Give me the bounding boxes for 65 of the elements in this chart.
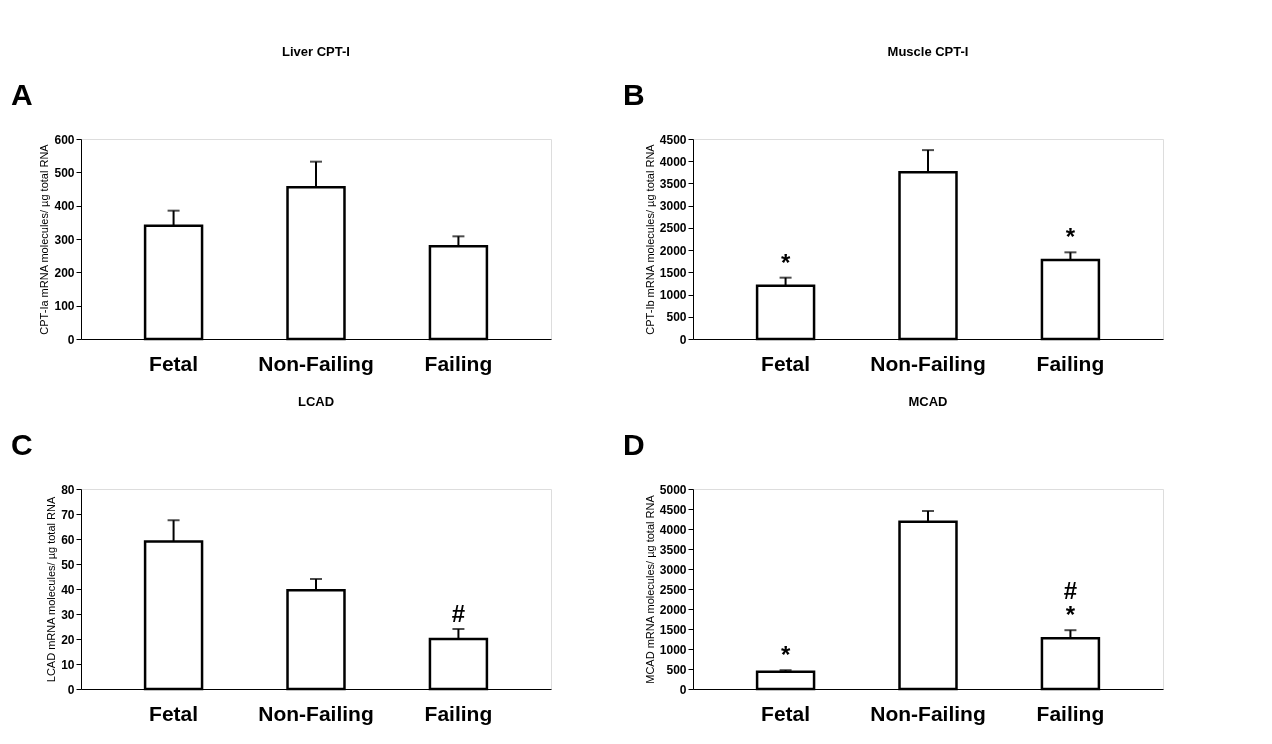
y-tick-label: 60 (61, 532, 75, 547)
y-tick-label: 1500 (659, 265, 687, 280)
text: A (11, 78, 33, 111)
text: D (623, 428, 645, 461)
y-tick-label: 3000 (659, 199, 687, 214)
annotation: * (1065, 223, 1076, 251)
x-tick-label: Fetal (761, 701, 811, 725)
y-tick-label: 3500 (659, 176, 687, 191)
y-tick-label: 0 (679, 682, 687, 697)
y-tick-label: 20 (61, 632, 75, 647)
y-tick-label: 0 (679, 332, 687, 347)
x-tick-label: Failing (1036, 701, 1105, 725)
y-tick-label: 40 (61, 582, 75, 597)
x-tick-label: Non-Failing (258, 701, 374, 725)
chart-title: MCAD (908, 394, 948, 409)
y-tick-label: 100 (54, 299, 75, 314)
y-tick-label: 4000 (659, 522, 687, 537)
y-tick-label: 3000 (659, 562, 687, 577)
y-tick-label: 1500 (659, 622, 687, 637)
y-tick-label: 2500 (659, 221, 687, 236)
y-tick-label: 3500 (659, 542, 687, 557)
y-tick-label: 10 (61, 657, 75, 672)
x-tick-label: Non-Failing (258, 351, 374, 375)
chart-title: Muscle CPT-I (887, 44, 969, 59)
x-tick-label: Non-Failing (870, 701, 986, 725)
x-tick-label: Failing (424, 351, 493, 375)
y-tick-label: 50 (61, 557, 75, 572)
y-tick-label: 2500 (659, 582, 687, 597)
y-tick-label: 4500 (659, 132, 687, 147)
y-tick-label: 5000 (659, 482, 687, 497)
x-tick-label: Fetal (149, 351, 199, 375)
y-tick-label: 1000 (659, 642, 687, 657)
chart-title: LCAD (297, 394, 335, 409)
y-axis-title: CPT-Ib mRNA molecules/ µg total RNA (643, 143, 656, 335)
x-tick-label: Failing (424, 701, 493, 725)
y-tick-label: 1000 (659, 288, 687, 303)
y-axis-title: LCAD mRNA molecules/ µg total RNA (45, 496, 58, 683)
text: C (11, 428, 33, 461)
y-tick-label: 400 (54, 199, 75, 214)
y-tick-label: 300 (54, 232, 75, 247)
x-tick-label: Failing (1036, 351, 1105, 375)
y-tick-label: 2000 (659, 602, 687, 617)
annotation: * (780, 248, 791, 276)
y-axis-title: CPT-Ia mRNA molecules/ µg total RNA (38, 143, 51, 335)
y-tick-label: 80 (61, 482, 75, 497)
y-tick-label: 0 (67, 332, 75, 347)
y-tick-label: 500 (666, 310, 687, 325)
x-tick-label: Non-Failing (870, 351, 986, 375)
x-tick-label: Fetal (149, 701, 199, 725)
text: B (623, 78, 645, 111)
y-tick-label: 4500 (659, 502, 687, 517)
y-tick-label: 200 (54, 265, 75, 280)
y-tick-label: 500 (666, 662, 687, 677)
y-tick-label: 30 (61, 607, 75, 622)
y-tick-label: 4000 (659, 154, 687, 169)
y-tick-label: 2000 (659, 243, 687, 258)
x-tick-label: Fetal (761, 351, 811, 375)
annotation: # (451, 600, 466, 627)
y-tick-label: 500 (54, 165, 75, 180)
annotation: * (780, 641, 791, 669)
y-tick-label: 70 (61, 507, 75, 522)
y-tick-label: 600 (54, 132, 75, 147)
y-axis-title: MCAD mRNA molecules/ µg total RNA (643, 494, 656, 684)
y-tick-label: 0 (67, 682, 75, 697)
chart-title: Liver CPT-I (282, 44, 350, 59)
